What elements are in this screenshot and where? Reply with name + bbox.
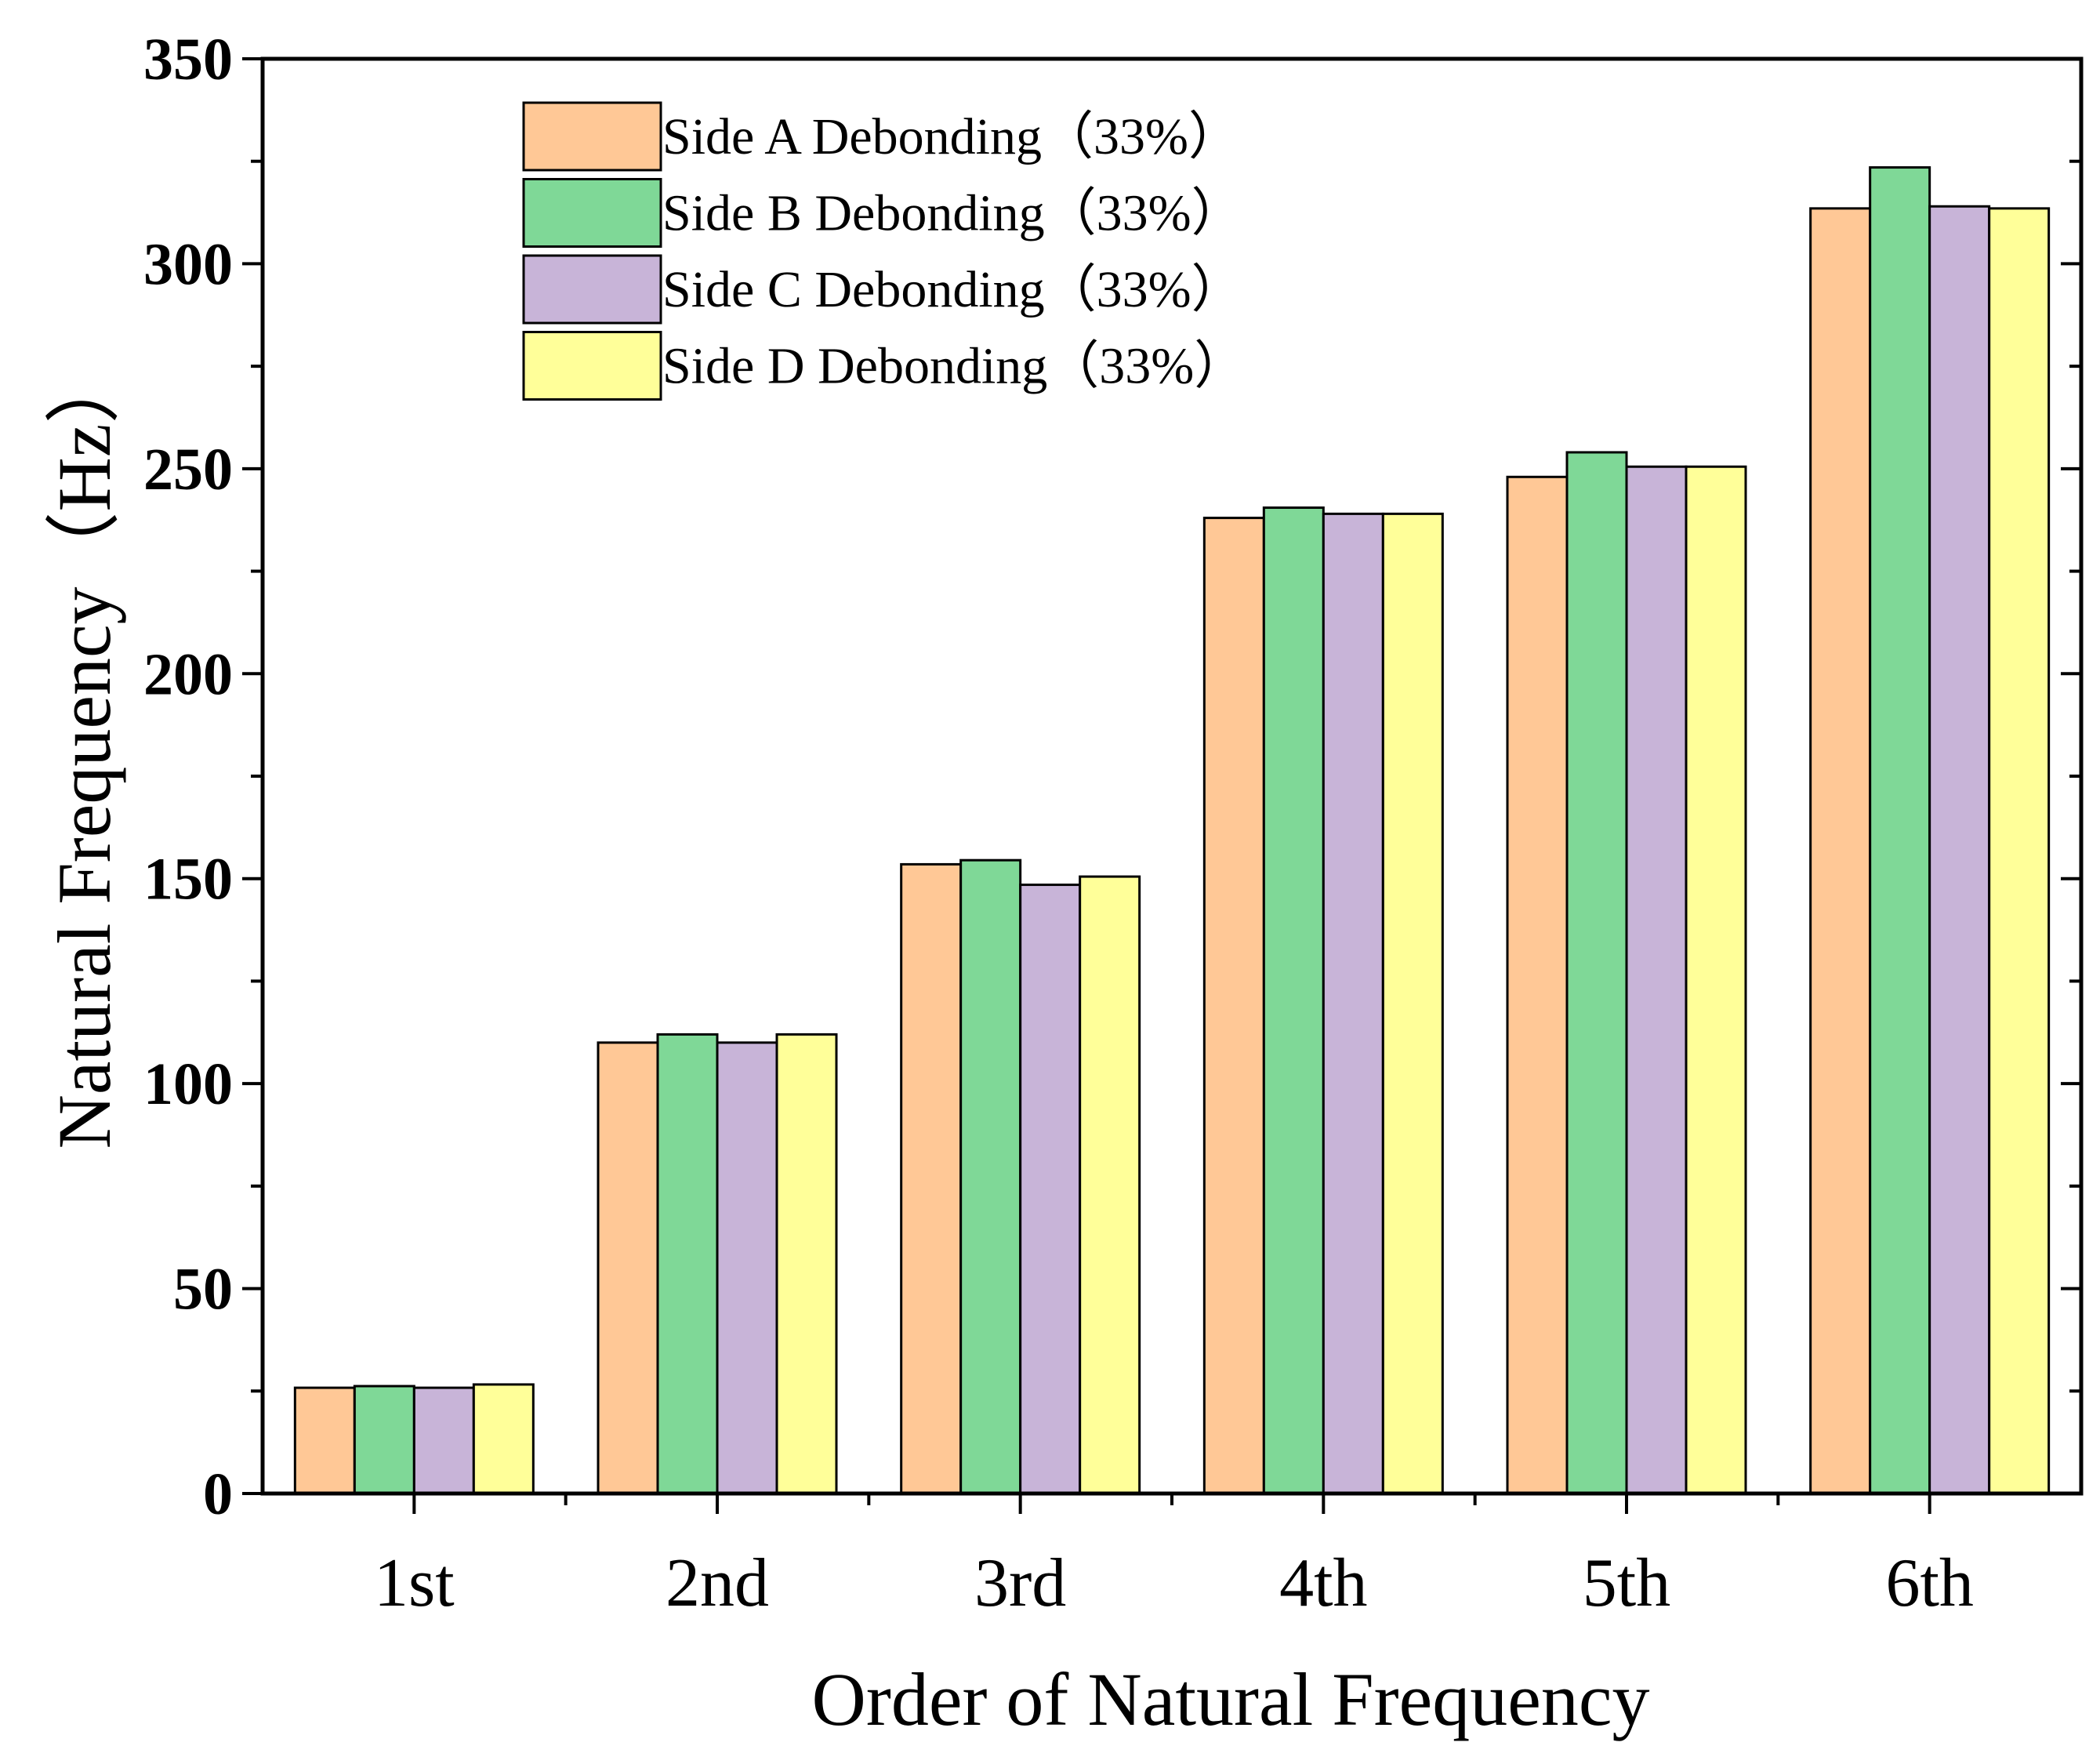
x-axis: 1st 2nd 3rd 4th 5th 6th (374, 1494, 1974, 1621)
bar (353, 1385, 415, 1495)
bar (1928, 205, 1991, 1495)
bar (1322, 512, 1384, 1495)
x-tick-label: 6th (1885, 1545, 1973, 1621)
legend-label: Side C Debonding（33%） (662, 261, 1243, 318)
bar (656, 1033, 719, 1495)
legend-label: Side D Debonding（33%） (662, 338, 1246, 395)
legend-swatch (522, 254, 662, 325)
x-tick-label: 2nd (666, 1545, 769, 1621)
bar (1988, 207, 2051, 1495)
legend-label: Side A Debonding（33%） (662, 108, 1240, 165)
bar (1625, 465, 1688, 1495)
bar (1079, 875, 1141, 1495)
bar (1019, 884, 1082, 1495)
bar (472, 1383, 535, 1495)
y-tick-label: 0 (203, 1461, 233, 1527)
x-tick-label: 5th (1583, 1545, 1670, 1621)
y-tick-label: 150 (143, 847, 233, 913)
y-tick-label: 50 (173, 1257, 233, 1323)
bar (1809, 207, 1872, 1495)
legend-swatch (522, 178, 662, 248)
y-tick-label: 200 (143, 641, 233, 707)
bar (1381, 512, 1444, 1495)
bar (959, 858, 1022, 1495)
y-axis-title: Natural Frequency（Hz） (42, 349, 126, 1149)
bar (293, 1386, 356, 1495)
x-tick-label: 1st (374, 1545, 455, 1621)
x-axis-title: Order of Natural Frequency (812, 1657, 1650, 1741)
y-axis: 0 50 100 150 200 250 300 350 (143, 27, 2081, 1527)
legend: Side A Debonding（33%） Side B Debonding（33… (522, 101, 1246, 401)
bar (1506, 475, 1569, 1495)
legend-swatch (522, 101, 662, 172)
bar (775, 1033, 838, 1495)
y-tick-label: 350 (143, 27, 233, 93)
y-tick-label: 100 (143, 1051, 233, 1117)
bar (597, 1041, 659, 1495)
y-tick-label: 250 (143, 437, 233, 503)
bars-layer (293, 166, 2051, 1495)
bar (1262, 506, 1325, 1495)
legend-swatch (522, 331, 662, 401)
bar (900, 862, 963, 1495)
bar (716, 1041, 778, 1495)
legend-label: Side B Debonding（33%） (662, 185, 1243, 242)
x-tick-label: 4th (1279, 1545, 1367, 1621)
bar (1685, 465, 1747, 1495)
x-tick-label: 3rd (974, 1545, 1066, 1621)
y-tick-label: 300 (143, 231, 233, 297)
bar (1869, 166, 1931, 1495)
bar (1202, 517, 1265, 1495)
bar (412, 1386, 475, 1495)
bar (1565, 451, 1628, 1495)
